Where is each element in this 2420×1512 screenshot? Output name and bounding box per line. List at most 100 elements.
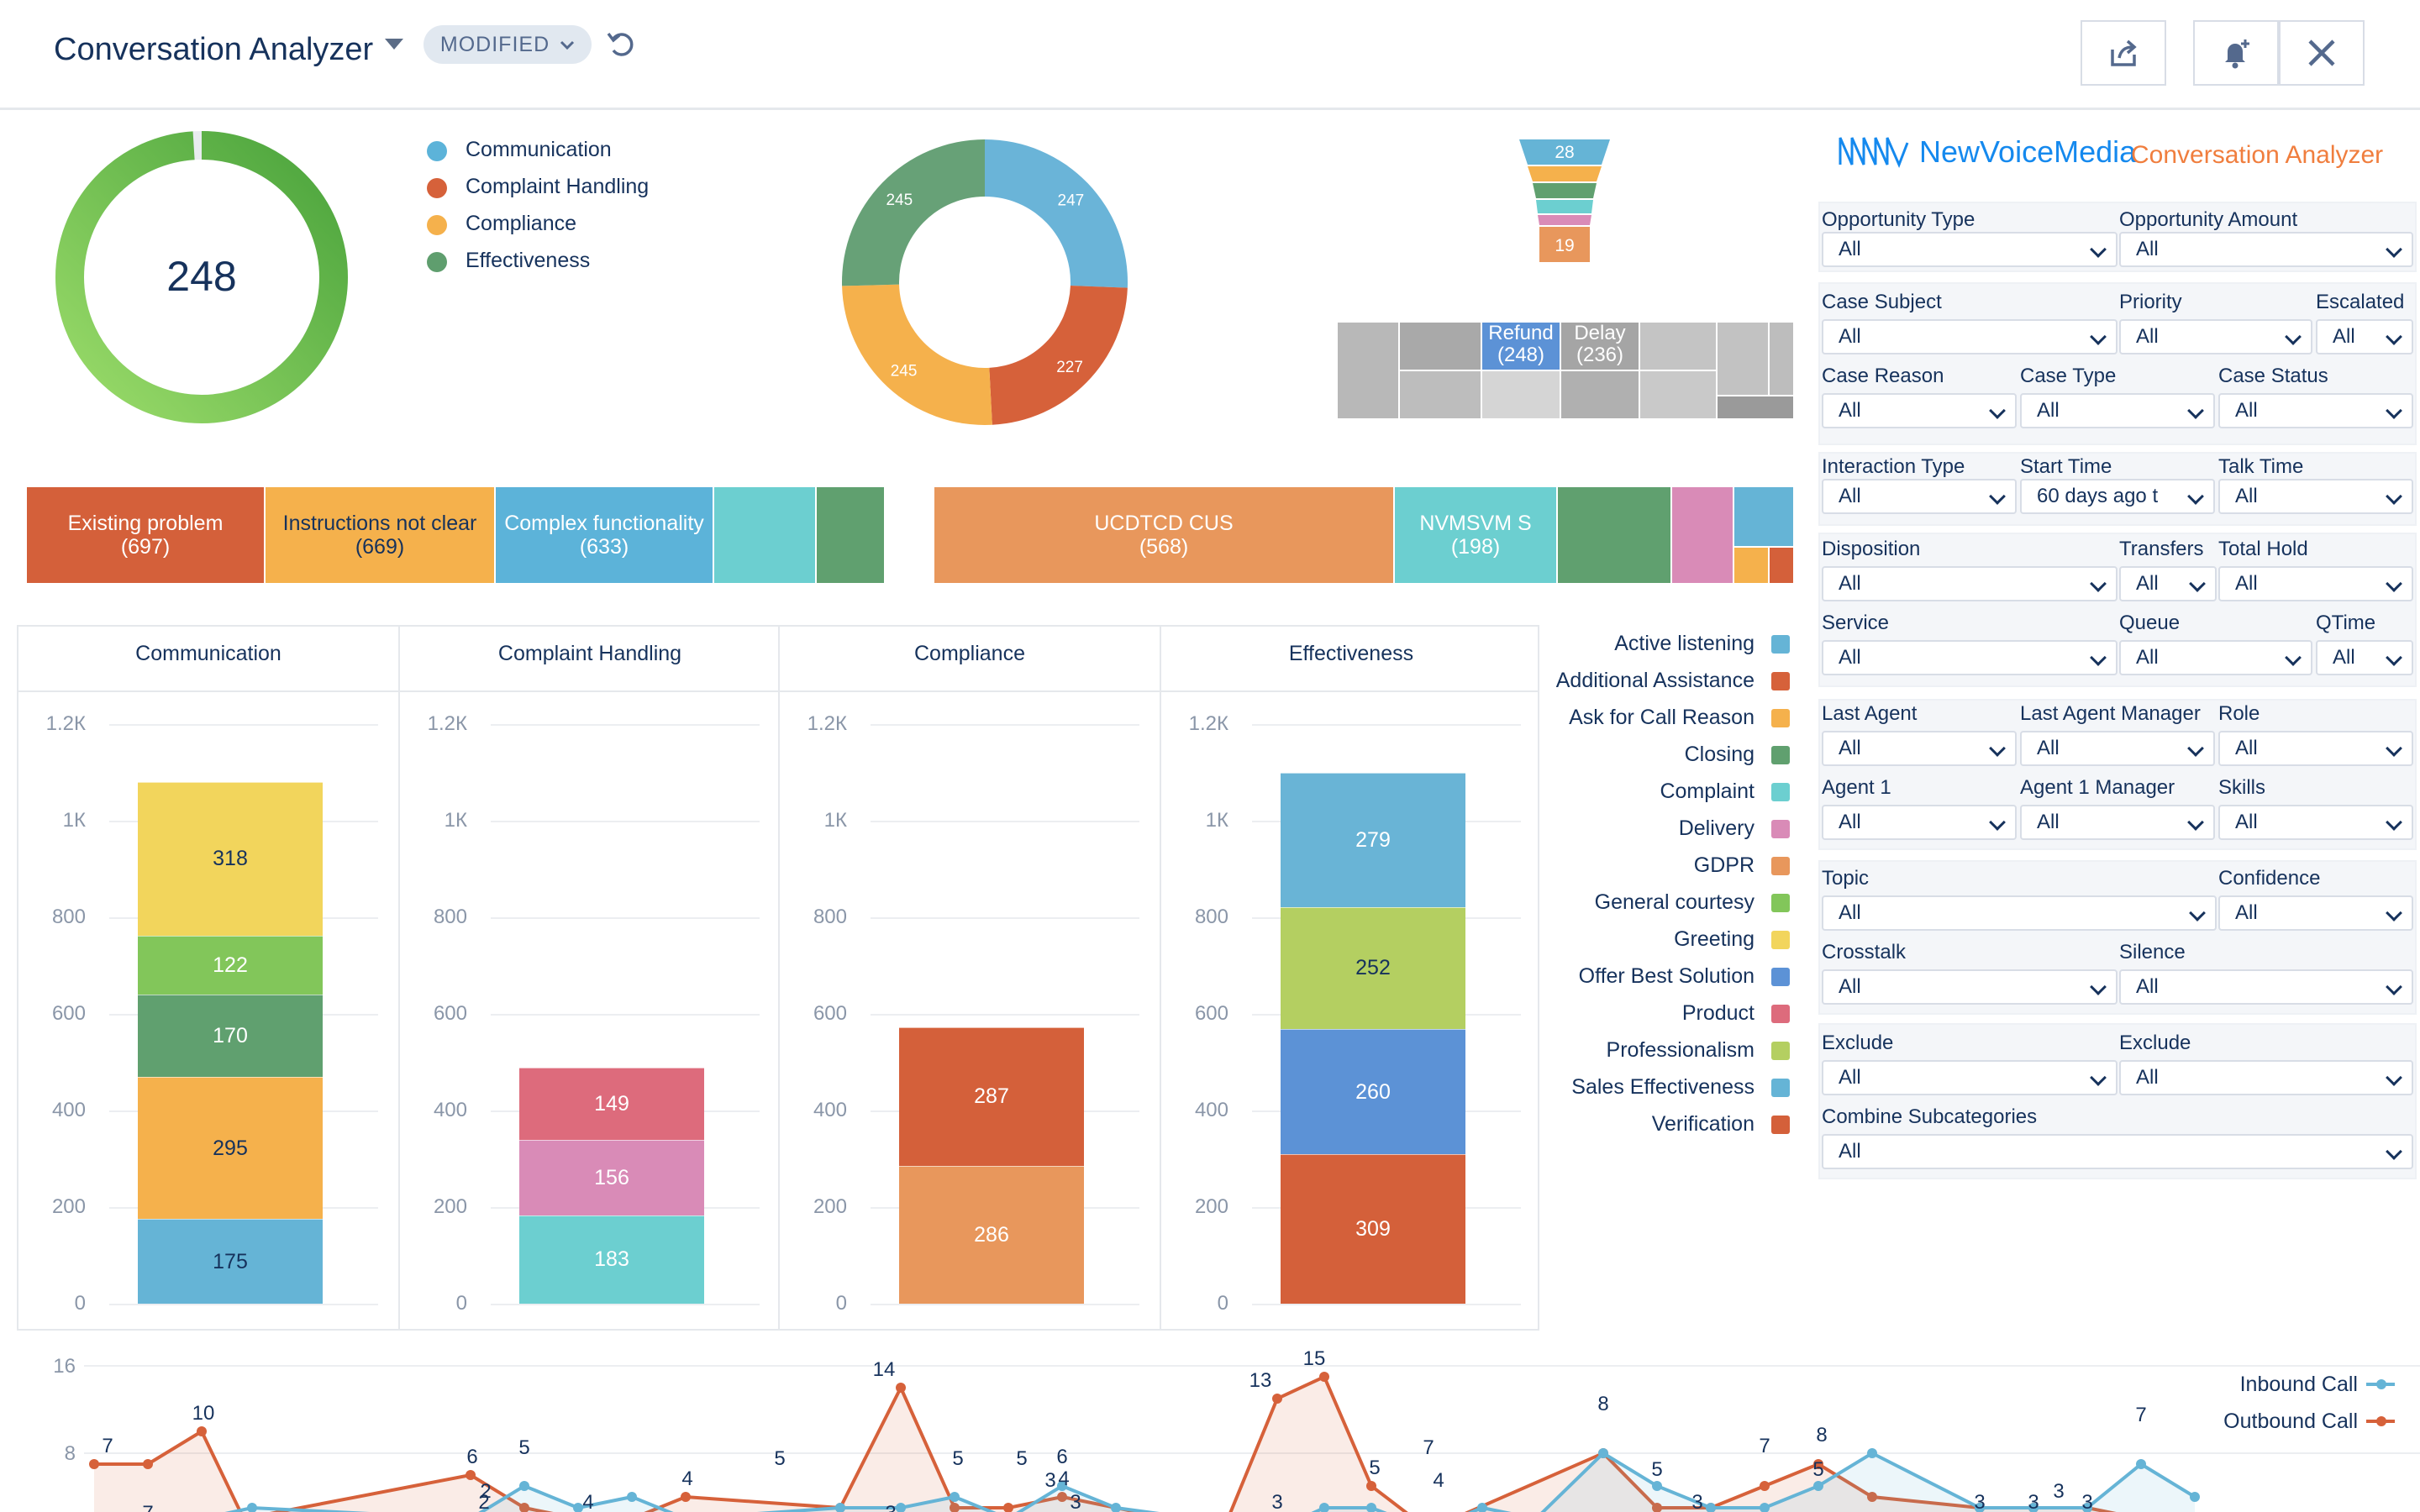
subcategory-legend-label[interactable]: Ask for Call Reason (1569, 706, 1754, 729)
share-button[interactable] (2081, 20, 2166, 86)
disposition-select[interactable]: All (1822, 566, 2118, 601)
opportunity-amount-select[interactable]: All (2119, 232, 2413, 267)
subcategory-legend-label[interactable]: Additional Assistance (1555, 669, 1754, 692)
inbound-call-point[interactable] (2082, 1503, 2092, 1512)
silence-select[interactable]: All (2119, 969, 2413, 1005)
outbound-call-point[interactable] (1366, 1481, 1376, 1491)
outbound-call-point[interactable] (1057, 1492, 1067, 1502)
exclude-2-select[interactable]: All (2119, 1060, 2413, 1095)
outbound-call-point[interactable] (197, 1426, 207, 1436)
inbound-call-point[interactable] (1975, 1503, 1985, 1512)
outbound-call-point[interactable] (950, 1503, 960, 1512)
treemap-cell[interactable] (1716, 321, 1770, 396)
inbound-call-point[interactable] (1057, 1481, 1067, 1491)
inbound-call-point[interactable] (1813, 1481, 1823, 1491)
inbound-call-point[interactable] (1319, 1503, 1329, 1512)
inbound-call-point[interactable] (1706, 1503, 1716, 1512)
outbound-call-point[interactable] (466, 1470, 476, 1480)
treemap-cell[interactable] (1716, 395, 1795, 420)
treemap-cell[interactable] (1672, 487, 1734, 583)
subcategory-legend-label[interactable]: Verification (1651, 1112, 1754, 1136)
treemap-cell-refund[interactable]: Refund (248) (1481, 321, 1561, 371)
treemap-cell[interactable]: NVMSVM S (198) (1395, 487, 1558, 583)
service-select[interactable]: All (1822, 640, 2118, 675)
case-reason-select[interactable]: All (1822, 393, 2017, 428)
treemap-cell[interactable] (1734, 487, 1795, 548)
treemap-cell[interactable] (1770, 548, 1795, 583)
outbound-call-point[interactable] (1867, 1492, 1877, 1502)
interaction-type-select[interactable]: All (1822, 479, 2017, 514)
treemap-cell[interactable] (1639, 321, 1718, 371)
modified-status-pill[interactable]: MODIFIED (424, 25, 592, 64)
outbound-call-point[interactable] (89, 1459, 99, 1469)
topic-select[interactable]: All (1822, 895, 2217, 931)
subcategory-legend-label[interactable]: Product (1681, 1001, 1754, 1025)
treemap-cell[interactable] (1639, 370, 1718, 420)
treemap-cell[interactable] (1481, 370, 1561, 420)
subcategory-legend-label[interactable]: GDPR (1693, 853, 1754, 877)
inbound-call-point[interactable] (573, 1503, 583, 1512)
treemap-cell-delay[interactable]: Delay (236) (1560, 321, 1640, 371)
treemap-cell[interactable] (714, 487, 817, 583)
subcategory-legend-label[interactable]: Closing (1684, 743, 1754, 766)
bar-segment[interactable]: 122 (138, 935, 323, 995)
case-subject-select[interactable]: All (1822, 319, 2118, 354)
queue-select[interactable]: All (2119, 640, 2312, 675)
role-select[interactable]: All (2218, 731, 2413, 766)
inbound-call-point[interactable] (896, 1503, 906, 1512)
treemap-cell[interactable] (1398, 370, 1482, 420)
donut-slice[interactable] (842, 139, 985, 286)
agent-1-manager-select[interactable]: All (2020, 805, 2215, 840)
escalated-select[interactable]: All (2316, 319, 2413, 354)
treemap-cell[interactable] (817, 487, 886, 583)
treemap-cell[interactable]: Complex functionality (633) (496, 487, 714, 583)
combine-subcategories-select[interactable]: All (1822, 1134, 2413, 1169)
exclude-1-select[interactable]: All (1822, 1060, 2118, 1095)
inbound-call-point[interactable] (1598, 1448, 1608, 1458)
crosstalk-select[interactable]: All (1822, 969, 2118, 1005)
donut-slice[interactable] (985, 139, 1128, 288)
treemap-cell[interactable] (1398, 321, 1482, 371)
bar-segment[interactable]: 260 (1281, 1028, 1465, 1155)
outbound-call-point[interactable] (1813, 1459, 1823, 1469)
bar-segment[interactable]: 287 (899, 1026, 1084, 1166)
start-time-select[interactable]: 60 days ago t (2020, 479, 2215, 514)
bar-segment[interactable]: 156 (519, 1140, 704, 1215)
total-hold-select[interactable]: All (2218, 566, 2413, 601)
case-status-select[interactable]: All (2218, 393, 2413, 428)
inbound-call-point[interactable] (2190, 1492, 2200, 1502)
treemap-cell[interactable] (1734, 548, 1770, 583)
agent-1-select[interactable]: All (1822, 805, 2017, 840)
treemap-cell[interactable] (1768, 321, 1795, 396)
treemap-cell[interactable] (1560, 370, 1640, 420)
inbound-call-point[interactable] (1867, 1448, 1877, 1458)
outbound-call-point[interactable] (519, 1503, 529, 1512)
inbound-call-point[interactable] (1477, 1503, 1487, 1512)
subcategory-legend-label[interactable]: Active listening (1614, 632, 1754, 655)
inbound-call-point[interactable] (247, 1503, 257, 1512)
last-agent-manager-select[interactable]: All (2020, 731, 2215, 766)
bar-segment[interactable]: 252 (1281, 906, 1465, 1029)
transfers-select[interactable]: All (2119, 566, 2217, 601)
inbound-call-point[interactable] (950, 1492, 960, 1502)
inbound-call-point[interactable] (1652, 1481, 1662, 1491)
bar-segment[interactable]: 183 (519, 1215, 704, 1304)
donut-slice[interactable] (989, 285, 1128, 425)
outbound-call-point[interactable] (896, 1383, 906, 1393)
treemap-cell[interactable]: Instructions not clear (669) (266, 487, 496, 583)
qtime-select[interactable]: All (2316, 640, 2413, 675)
bar-segment[interactable]: 279 (1281, 772, 1465, 907)
subcategory-legend-label[interactable]: Professionalism (1606, 1038, 1754, 1062)
donut-slice[interactable] (842, 284, 992, 425)
priority-select[interactable]: All (2119, 319, 2312, 354)
bar-segment[interactable]: 309 (1281, 1154, 1465, 1304)
bar-segment[interactable]: 295 (138, 1076, 323, 1220)
bar-segment[interactable]: 318 (138, 782, 323, 936)
outbound-call-point[interactable] (1319, 1372, 1329, 1382)
talk-time-select[interactable]: All (2218, 479, 2413, 514)
outbound-call-point[interactable] (1003, 1503, 1013, 1512)
add-notification-button[interactable] (2193, 20, 2279, 86)
undo-icon[interactable] (605, 27, 639, 60)
treemap-cell[interactable]: Existing problem (697) (27, 487, 266, 583)
inbound-call-point[interactable] (2028, 1503, 2039, 1512)
